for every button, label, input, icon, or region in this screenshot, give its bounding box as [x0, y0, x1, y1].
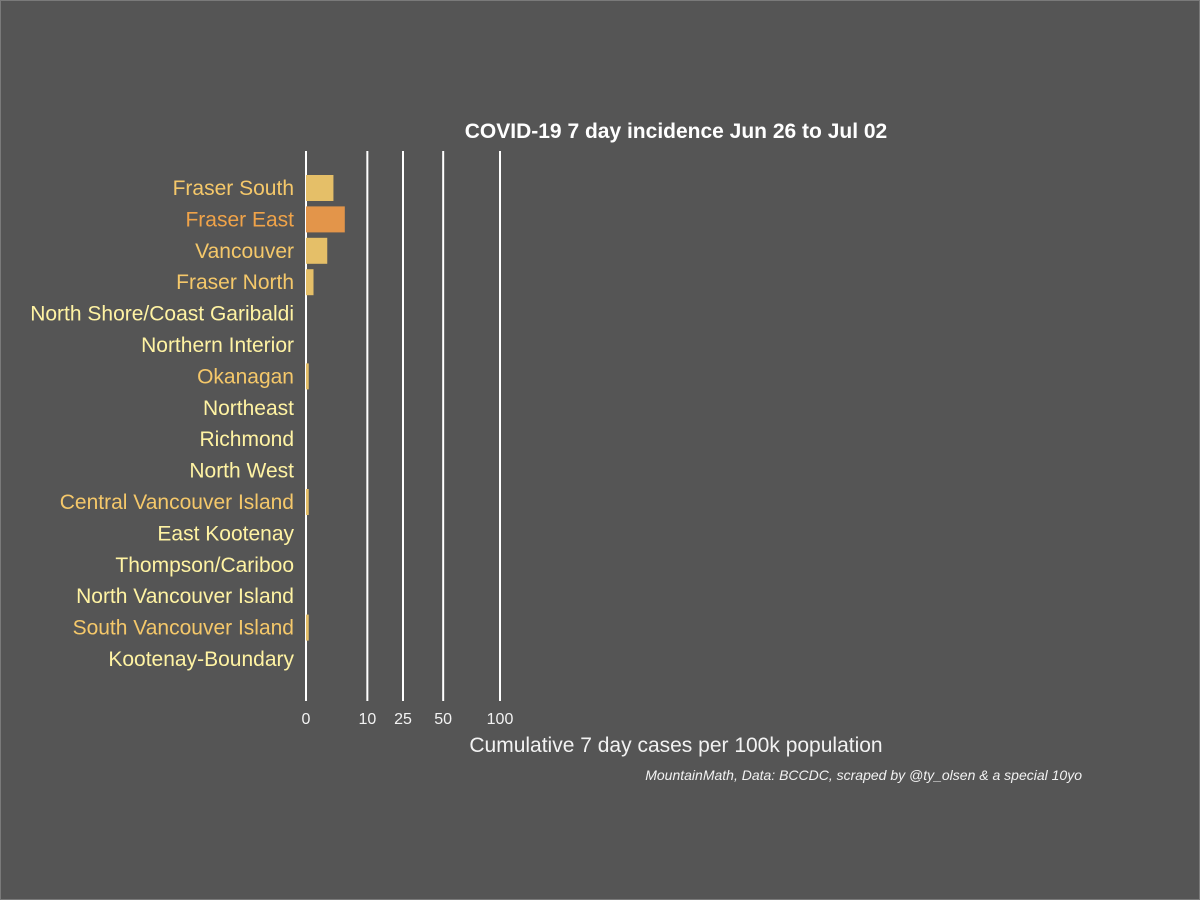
bar-okanagan: [306, 363, 309, 390]
x-tick-label-50: 50: [434, 711, 452, 728]
bar-central-vancouver-island: [306, 489, 309, 515]
category-label-north-vancouver-island: North Vancouver Island: [76, 585, 294, 608]
category-label-fraser-south: Fraser South: [173, 177, 294, 200]
x-tick-label-0: 0: [302, 711, 311, 728]
bar-fraser-north: [306, 269, 314, 296]
x-tick-label-100: 100: [487, 711, 514, 728]
category-label-south-vancouver-island: South Vancouver Island: [73, 617, 294, 640]
chart-title: COVID-19 7 day incidence Jun 26 to Jul 0…: [465, 120, 887, 143]
category-label-central-vancouver-island: Central Vancouver Island: [60, 491, 294, 514]
category-label-fraser-east: Fraser East: [185, 208, 294, 231]
bar-south-vancouver-island: [306, 614, 309, 641]
chart-caption: MountainMath, Data: BCCDC, scraped by @t…: [645, 767, 1082, 783]
x-axis-title: Cumulative 7 day cases per 100k populati…: [469, 734, 882, 757]
bar-fraser-south: [306, 175, 334, 201]
gridlines: [305, 151, 501, 701]
category-label-okanagan: Okanagan: [197, 365, 294, 388]
category-label-northern-interior: Northern Interior: [141, 334, 294, 357]
bar-vancouver: [306, 237, 328, 264]
category-label-richmond: Richmond: [199, 428, 294, 451]
bars: [306, 175, 345, 641]
category-label-thompson-cariboo: Thompson/Cariboo: [115, 554, 294, 577]
category-label-north-shore-coast-garibaldi: North Shore/Coast Garibaldi: [30, 303, 294, 326]
x-tick-label-10: 10: [358, 711, 376, 728]
category-label-northeast: Northeast: [203, 397, 294, 420]
category-labels: Fraser South Fraser East Vancouver Fraser N…: [30, 177, 294, 671]
x-tick-labels: 0 10 25 50 100: [302, 711, 514, 728]
x-tick-label-25: 25: [394, 711, 412, 728]
category-label-fraser-north: Fraser North: [176, 271, 294, 294]
category-label-north-west: North West: [189, 460, 294, 483]
bar-fraser-east: [306, 206, 345, 233]
category-label-kootenay-boundary: Kootenay-Boundary: [108, 648, 294, 671]
category-label-east-kootenay: East Kootenay: [157, 522, 294, 545]
category-label-vancouver: Vancouver: [195, 240, 294, 263]
